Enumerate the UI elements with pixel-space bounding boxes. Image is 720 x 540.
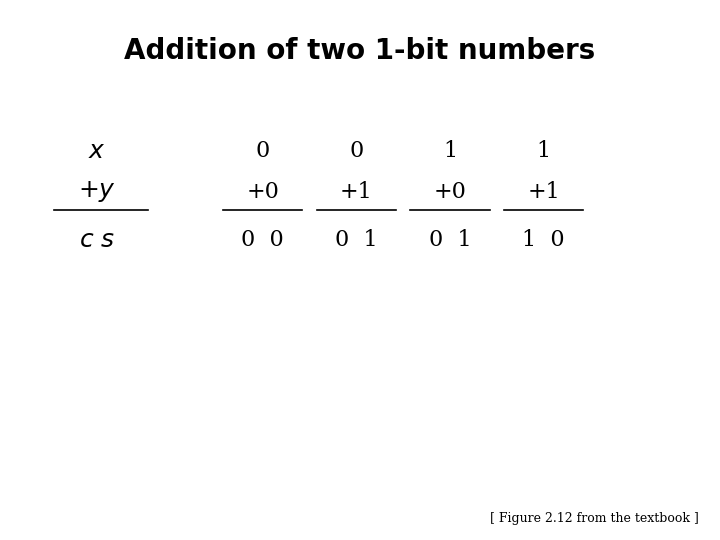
Text: [ Figure 2.12 from the textbook ]: [ Figure 2.12 from the textbook ]	[490, 512, 698, 525]
Text: 0: 0	[349, 140, 364, 162]
Text: 1: 1	[443, 140, 457, 162]
Text: 0  1: 0 1	[335, 230, 378, 251]
Text: $c \ s$: $c \ s$	[79, 228, 115, 252]
Text: +0: +0	[246, 181, 279, 202]
Text: +1: +1	[340, 181, 373, 202]
Text: +0: +0	[433, 181, 467, 202]
Text: 0  1: 0 1	[428, 230, 472, 251]
Text: 1: 1	[536, 140, 551, 162]
Text: 1  0: 1 0	[522, 230, 565, 251]
Text: 0  0: 0 0	[241, 230, 284, 251]
Text: +1: +1	[527, 181, 560, 202]
Text: Addition of two 1-bit numbers: Addition of two 1-bit numbers	[125, 37, 595, 65]
Text: $+y$: $+y$	[78, 179, 116, 204]
Text: $x$: $x$	[89, 139, 106, 163]
Text: 0: 0	[256, 140, 270, 162]
